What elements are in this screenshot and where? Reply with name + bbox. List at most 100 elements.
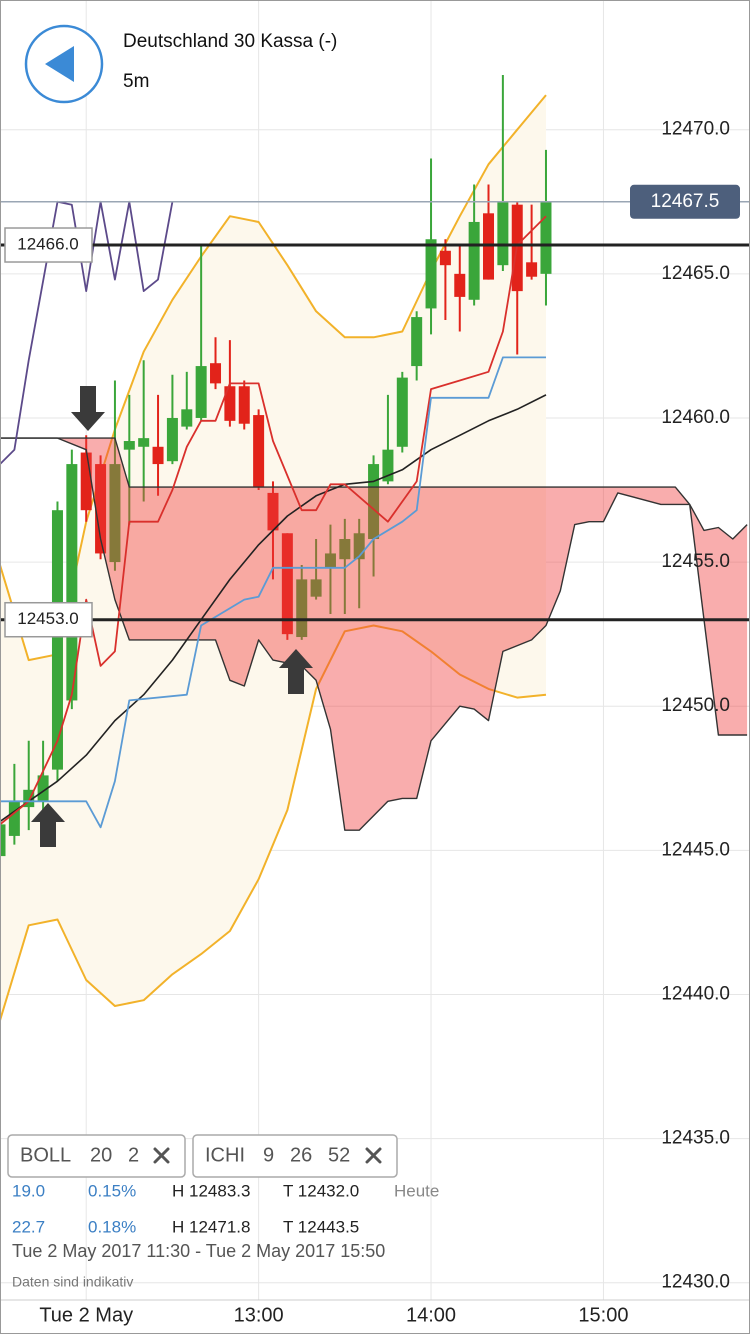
y-tick-label: 12445.0 <box>661 839 730 860</box>
indicator-line <box>0 356 546 829</box>
candle-body <box>267 492 279 531</box>
candle-body <box>138 438 150 447</box>
candle-body <box>296 579 308 638</box>
stat-low: T 12443.5 <box>283 1217 359 1236</box>
candle-body <box>37 775 49 802</box>
candle-body <box>166 417 178 462</box>
back-button[interactable] <box>24 24 104 104</box>
candle-body <box>66 464 78 701</box>
candle-body <box>368 464 380 540</box>
candle-body <box>23 789 35 808</box>
cloud-fill <box>0 438 748 831</box>
signal-arrows <box>31 386 313 847</box>
stat-high: H 12483.3 <box>172 1181 250 1200</box>
stat-value: 19.0 <box>12 1181 45 1200</box>
stat-value: 22.7 <box>12 1217 45 1236</box>
close-stroke[interactable] <box>153 1147 170 1164</box>
y-tick-label: 12440.0 <box>661 983 730 1004</box>
candle-body <box>324 553 336 568</box>
x-tick-label: 13:00 <box>234 1304 284 1326</box>
candle-body <box>195 366 207 418</box>
interval: 5m <box>123 71 149 92</box>
chip-box[interactable] <box>192 1134 398 1178</box>
stat-high: H 12471.8 <box>172 1217 250 1236</box>
back-arrow[interactable] <box>45 46 74 82</box>
arrow-shaft <box>40 821 56 847</box>
last-price-badge <box>630 184 740 219</box>
candle-body <box>497 201 509 266</box>
candle-body <box>339 539 351 560</box>
candle-body <box>210 363 222 384</box>
y-tick-label: 12460.0 <box>661 407 730 428</box>
candle-body <box>51 510 63 770</box>
candle-body <box>382 449 394 482</box>
arrow-head <box>279 649 313 668</box>
y-tick-label: 12470.0 <box>661 119 730 140</box>
x-tick-label: Tue 2 May <box>39 1304 133 1326</box>
indicator-chip[interactable]: BOLL 20 2 <box>7 1134 186 1178</box>
y-tick-label: 12465.0 <box>661 263 730 284</box>
stat-percent: 0.15% <box>88 1181 136 1200</box>
stat-low: T 12432.0 <box>283 1181 359 1200</box>
candle-body <box>281 533 293 635</box>
arrow-shaft <box>80 386 96 413</box>
y-tick-label: 12430.0 <box>661 1272 730 1293</box>
stat-percent: 0.18% <box>88 1217 136 1236</box>
y-tick-label: 12450.0 <box>661 695 730 716</box>
chip-param: 2 <box>128 1144 139 1166</box>
level-label-box <box>4 601 93 638</box>
candle-body <box>8 801 20 836</box>
candle-body <box>411 317 423 367</box>
chip-param: 9 <box>263 1144 274 1166</box>
chip-box[interactable] <box>7 1134 186 1178</box>
header: Deutschland 30 Kassa (-) 5m <box>24 24 337 104</box>
stats: 19.0 0.15% H 12483.3 T 12432.0 Heute 22.… <box>12 1181 439 1289</box>
candle-body <box>310 579 322 597</box>
band-lower <box>0 624 547 1021</box>
x-tick-label: 14:00 <box>406 1304 456 1326</box>
chip-param: 20 <box>90 1144 112 1166</box>
arrow-shaft <box>288 667 304 694</box>
candle-body <box>439 250 451 266</box>
band-middle <box>0 394 547 823</box>
close-stroke[interactable] <box>365 1147 382 1164</box>
level-label: 12466.0 <box>17 234 78 253</box>
candle-body <box>123 441 135 450</box>
arrow-head <box>71 412 105 431</box>
candle-body <box>238 386 250 424</box>
cloud-span-a <box>0 437 748 831</box>
level-label-box <box>4 227 93 263</box>
candle-body <box>526 262 538 277</box>
disclaimer: Daten sind indikativ <box>12 1274 133 1290</box>
chip-name: ICHI <box>205 1144 245 1166</box>
level-label: 12453.0 <box>17 609 78 628</box>
indicator-line <box>0 215 547 826</box>
candle-body <box>468 221 480 300</box>
candle-body <box>454 273 466 297</box>
x-axis-strip <box>0 1300 750 1334</box>
candle-body <box>109 464 121 563</box>
stat-period: Heute <box>394 1181 439 1200</box>
chip-param: 52 <box>328 1144 350 1166</box>
chip-close[interactable] <box>153 1147 170 1164</box>
candle-body <box>425 239 437 309</box>
chip-close[interactable] <box>365 1147 382 1164</box>
candle-body <box>540 201 552 274</box>
cloud-span-b <box>0 437 748 736</box>
candle-body <box>181 409 193 427</box>
candle-body <box>95 464 107 554</box>
x-tick-label: 15:00 <box>578 1304 628 1326</box>
candle-body <box>152 446 164 465</box>
candle-body <box>80 452 92 511</box>
last-price-label: 12467.5 <box>651 191 720 212</box>
indicator-chip[interactable]: ICHI 9 26 52 <box>192 1134 398 1178</box>
candle-body <box>353 533 365 560</box>
instrument-title: Deutschland 30 Kassa (-) <box>123 31 337 52</box>
candle-body <box>224 386 236 421</box>
date-range: Tue 2 May 2017 11:30 - Tue 2 May 2017 15… <box>12 1241 385 1261</box>
chip-param: 26 <box>290 1144 312 1166</box>
candle-body <box>253 415 265 488</box>
y-tick-label: 12435.0 <box>661 1128 730 1149</box>
